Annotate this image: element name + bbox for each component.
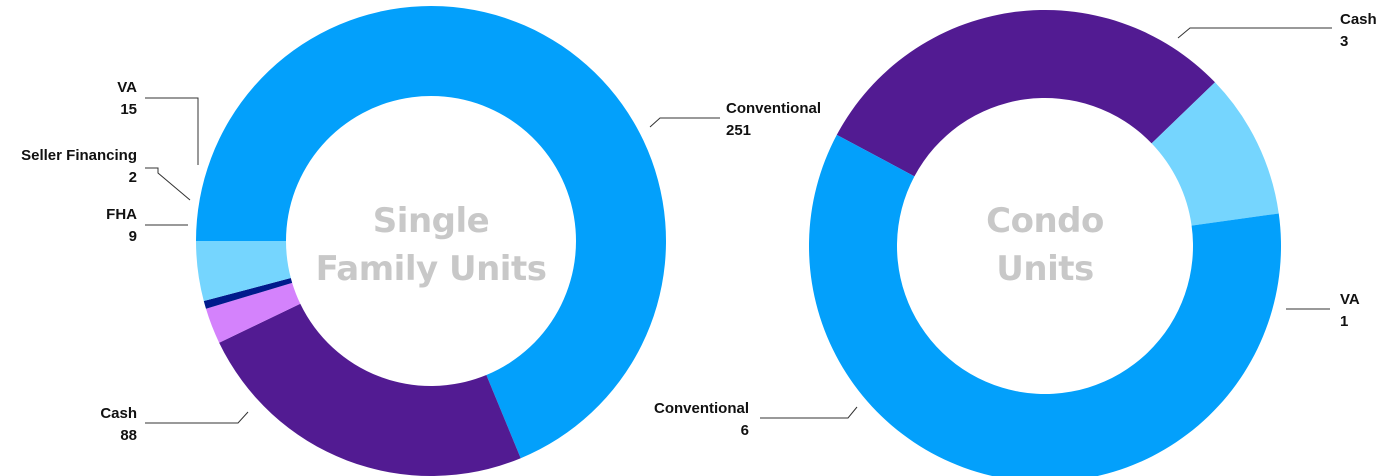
- leader-conventional-condo: [760, 406, 858, 419]
- leader-seller-sf: [145, 167, 191, 201]
- single-family-slice-conventional: [196, 5, 666, 459]
- label-conventional-condo: Conventional: [654, 400, 749, 417]
- leader-cash-condo: [1177, 27, 1332, 39]
- single-family-center-line-2: Family Units: [316, 249, 547, 289]
- label-cash-condo: Cash: [1340, 11, 1377, 28]
- single-family-slice-va: [196, 241, 291, 302]
- value-conventional-sf: 251: [726, 122, 751, 139]
- label-fha-sf: FHA: [106, 206, 137, 223]
- leader-va-sf: [145, 97, 199, 165]
- leader-lines: [145, 27, 1332, 424]
- value-va-sf: 15: [120, 101, 137, 118]
- value-fha-sf: 9: [129, 228, 137, 245]
- condo-slice-conventional: [809, 134, 1281, 476]
- single-family-center-line-1: Single: [373, 201, 489, 241]
- value-cash-sf: 88: [120, 427, 137, 444]
- leader-cash-sf: [145, 411, 249, 424]
- label-seller-financing-sf: Seller Financing: [21, 147, 137, 164]
- condo-slice-va: [1151, 82, 1279, 226]
- label-conventional-sf: Conventional: [726, 100, 821, 117]
- condo-donut: [809, 10, 1281, 476]
- condo-center-line-2: Units: [996, 249, 1093, 289]
- condo-labels: Cash 3 VA 1 Conventional 6: [654, 11, 1377, 439]
- value-va-condo: 1: [1340, 313, 1348, 330]
- value-cash-condo: 3: [1340, 33, 1348, 50]
- label-va-sf: VA: [117, 79, 137, 96]
- condo-center-line-1: Condo: [986, 201, 1104, 241]
- condo-slice-cash: [836, 10, 1215, 177]
- single-family-slice-seller-financing: [203, 278, 293, 309]
- single-family-donut: [196, 5, 666, 476]
- single-family-slice-cash: [219, 303, 521, 476]
- single-family-slice-fha: [205, 282, 301, 343]
- value-conventional-condo: 6: [741, 422, 749, 439]
- single-family-labels: Conventional 251 VA 15 Seller Financing …: [21, 79, 821, 444]
- label-cash-sf: Cash: [100, 405, 137, 422]
- label-va-condo: VA: [1340, 291, 1360, 308]
- value-seller-financing-sf: 2: [129, 169, 137, 186]
- leader-conventional-sf: [649, 117, 720, 128]
